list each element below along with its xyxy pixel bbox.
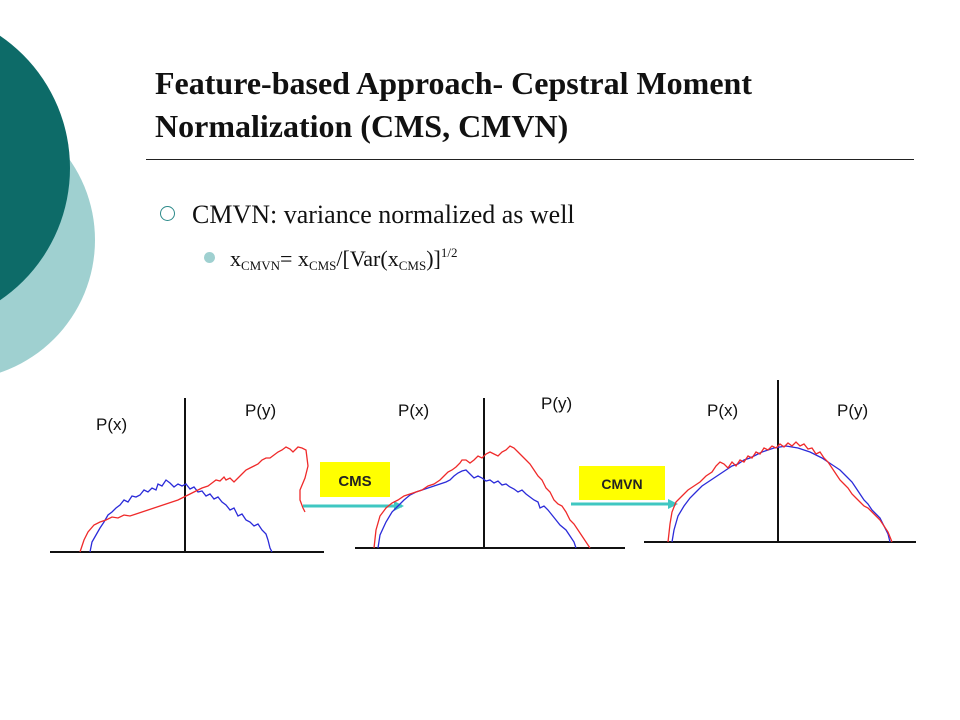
title-line-2: Normalization (CMS, CMVN): [155, 108, 569, 144]
step-cmvn: CMVN: [571, 466, 678, 509]
dot-bullet-icon: [204, 252, 215, 263]
formula-item: xCMVN= xCMS/[Var(xCMS)]1/2: [204, 245, 457, 274]
slide-title: Feature-based Approach- Cepstral Moment …: [155, 62, 915, 148]
panel-3-label-px: P(x): [707, 401, 738, 420]
bullet-item: CMVN: variance normalized as well: [160, 200, 575, 230]
formula-var: /[Var(x: [336, 246, 399, 271]
py-curve: [373, 445, 591, 549]
formula-exponent: 1/2: [440, 245, 458, 260]
panel-3-label-py: P(y): [837, 401, 868, 420]
title-rule: [146, 159, 914, 160]
formula-close: )]: [426, 246, 441, 271]
formula-sub-cmvn: CMVN: [241, 258, 281, 273]
px-curve: [89, 479, 273, 553]
formula-sub-cms-2: CMS: [398, 258, 427, 273]
cmvn-label: CMVN: [601, 476, 642, 492]
dark-circle: [0, 35, 70, 301]
cmvn-box: [579, 466, 665, 500]
px-curve: [671, 445, 891, 543]
panel-2-label-py: P(y): [541, 394, 572, 413]
panel-2-label-px: P(x): [398, 401, 429, 420]
py-curve: [667, 441, 893, 543]
title-line-1: Feature-based Approach- Cepstral Moment: [155, 65, 752, 101]
step-cms: CMS: [303, 462, 404, 511]
px-curve: [377, 469, 577, 549]
py-curve: [79, 446, 309, 553]
circle-bullet-icon: [160, 206, 175, 221]
bullet-text: CMVN: variance normalized as well: [192, 200, 575, 229]
formula-equals: = x: [280, 246, 309, 271]
cms-label: CMS: [338, 473, 371, 490]
panel-cmvn: P(x) P(y): [644, 380, 916, 543]
panel-1-label-py: P(y): [245, 401, 276, 420]
cms-box: [320, 462, 390, 497]
normalization-diagram: P(x) P(y) CMS P(x) P(y) CMVN P(x) P(y): [50, 380, 916, 553]
formula-x: x: [230, 246, 241, 271]
panel-cms: P(x) P(y): [355, 394, 625, 549]
panel-1-label-px: P(x): [96, 415, 127, 434]
decorative-circles: [0, 35, 95, 373]
formula-sub-cms: CMS: [308, 258, 337, 273]
panel-original: P(x) P(y): [50, 398, 324, 553]
